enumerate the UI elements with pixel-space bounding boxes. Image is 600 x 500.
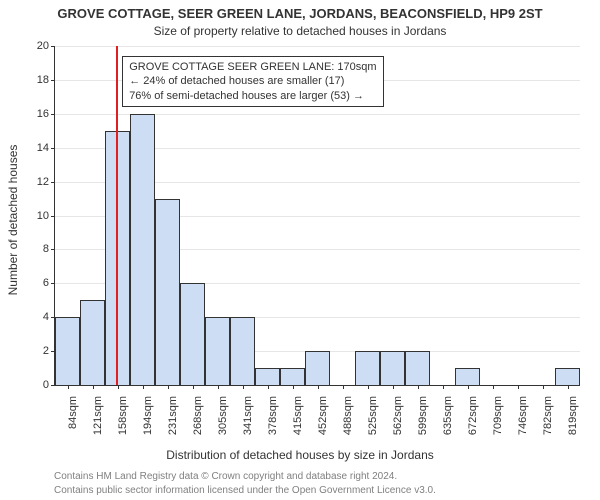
property-marker-line <box>116 46 118 385</box>
histogram-bar <box>230 317 255 385</box>
y-tick-label: 18 <box>37 74 55 86</box>
y-tick-label: 10 <box>37 210 55 222</box>
histogram-bar <box>355 351 380 385</box>
histogram-bar <box>80 300 105 385</box>
histogram-bar <box>255 368 280 385</box>
y-tick-label: 8 <box>43 243 55 255</box>
y-tick-label: 20 <box>37 40 55 52</box>
x-tick-label: 341sqm <box>240 396 254 435</box>
x-tick-mark <box>218 385 219 389</box>
x-tick-mark <box>368 385 369 389</box>
x-tick-mark <box>118 385 119 389</box>
x-tick-label: 525sqm <box>365 396 379 435</box>
x-tick-mark <box>93 385 94 389</box>
x-tick-mark <box>343 385 344 389</box>
x-tick-label: 378sqm <box>265 396 279 435</box>
x-tick-mark <box>468 385 469 389</box>
x-tick-label: 672sqm <box>465 396 479 435</box>
x-tick-label: 121sqm <box>90 396 104 435</box>
annotation-line: ← 24% of detached houses are smaller (17… <box>129 74 376 88</box>
x-tick-label: 635sqm <box>440 396 454 435</box>
x-tick-label: 562sqm <box>390 396 404 435</box>
histogram-bar <box>555 368 580 385</box>
histogram-bar <box>55 317 80 385</box>
annotation-box: GROVE COTTAGE SEER GREEN LANE: 170sqm← 2… <box>122 56 383 107</box>
histogram-bar <box>280 368 305 385</box>
x-tick-mark <box>293 385 294 389</box>
chart-plot-area: 0246810121416182084sqm121sqm158sqm194sqm… <box>54 46 580 386</box>
annotation-line: GROVE COTTAGE SEER GREEN LANE: 170sqm <box>129 60 376 74</box>
histogram-bar <box>455 368 480 385</box>
footer-copyright: Contains HM Land Registry data © Crown c… <box>54 471 397 482</box>
x-tick-mark <box>443 385 444 389</box>
x-tick-mark <box>243 385 244 389</box>
y-tick-label: 4 <box>43 311 55 323</box>
x-tick-label: 746sqm <box>515 396 529 435</box>
y-tick-label: 14 <box>37 142 55 154</box>
y-tick-label: 6 <box>43 277 55 289</box>
histogram-bar <box>405 351 430 385</box>
x-tick-label: 268sqm <box>190 396 204 435</box>
y-axis-label: Number of detached houses <box>6 69 20 220</box>
x-tick-label: 415sqm <box>290 396 304 435</box>
x-tick-label: 488sqm <box>340 396 354 435</box>
chart-subtitle: Size of property relative to detached ho… <box>0 24 600 38</box>
x-tick-mark <box>568 385 569 389</box>
histogram-bar <box>130 114 155 385</box>
x-tick-mark <box>493 385 494 389</box>
x-tick-mark <box>543 385 544 389</box>
x-tick-label: 452sqm <box>315 396 329 435</box>
x-tick-mark <box>143 385 144 389</box>
y-tick-label: 0 <box>43 379 55 391</box>
histogram-bar <box>180 283 205 385</box>
y-tick-label: 16 <box>37 108 55 120</box>
x-tick-label: 158sqm <box>115 396 129 435</box>
x-tick-label: 194sqm <box>140 396 154 435</box>
x-tick-mark <box>318 385 319 389</box>
grid-line <box>55 46 580 47</box>
x-tick-mark <box>193 385 194 389</box>
x-tick-mark <box>418 385 419 389</box>
histogram-bar <box>205 317 230 385</box>
x-tick-label: 84sqm <box>65 396 79 429</box>
histogram-bar <box>380 351 405 385</box>
x-tick-mark <box>68 385 69 389</box>
x-axis-label: Distribution of detached houses by size … <box>0 448 600 462</box>
x-tick-label: 231sqm <box>165 396 179 435</box>
x-tick-mark <box>518 385 519 389</box>
x-tick-label: 782sqm <box>540 396 554 435</box>
x-tick-mark <box>168 385 169 389</box>
x-tick-label: 709sqm <box>490 396 504 435</box>
x-tick-mark <box>268 385 269 389</box>
annotation-line: 76% of semi-detached houses are larger (… <box>129 89 376 103</box>
y-tick-label: 12 <box>37 176 55 188</box>
y-tick-label: 2 <box>43 345 55 357</box>
x-tick-mark <box>393 385 394 389</box>
x-tick-label: 305sqm <box>215 396 229 435</box>
page-title: GROVE COTTAGE, SEER GREEN LANE, JORDANS,… <box>0 6 600 21</box>
x-tick-label: 819sqm <box>565 396 579 435</box>
footer-licence: Contains public sector information licen… <box>54 485 436 496</box>
histogram-bar <box>155 199 180 385</box>
x-tick-label: 599sqm <box>415 396 429 435</box>
histogram-bar <box>305 351 330 385</box>
